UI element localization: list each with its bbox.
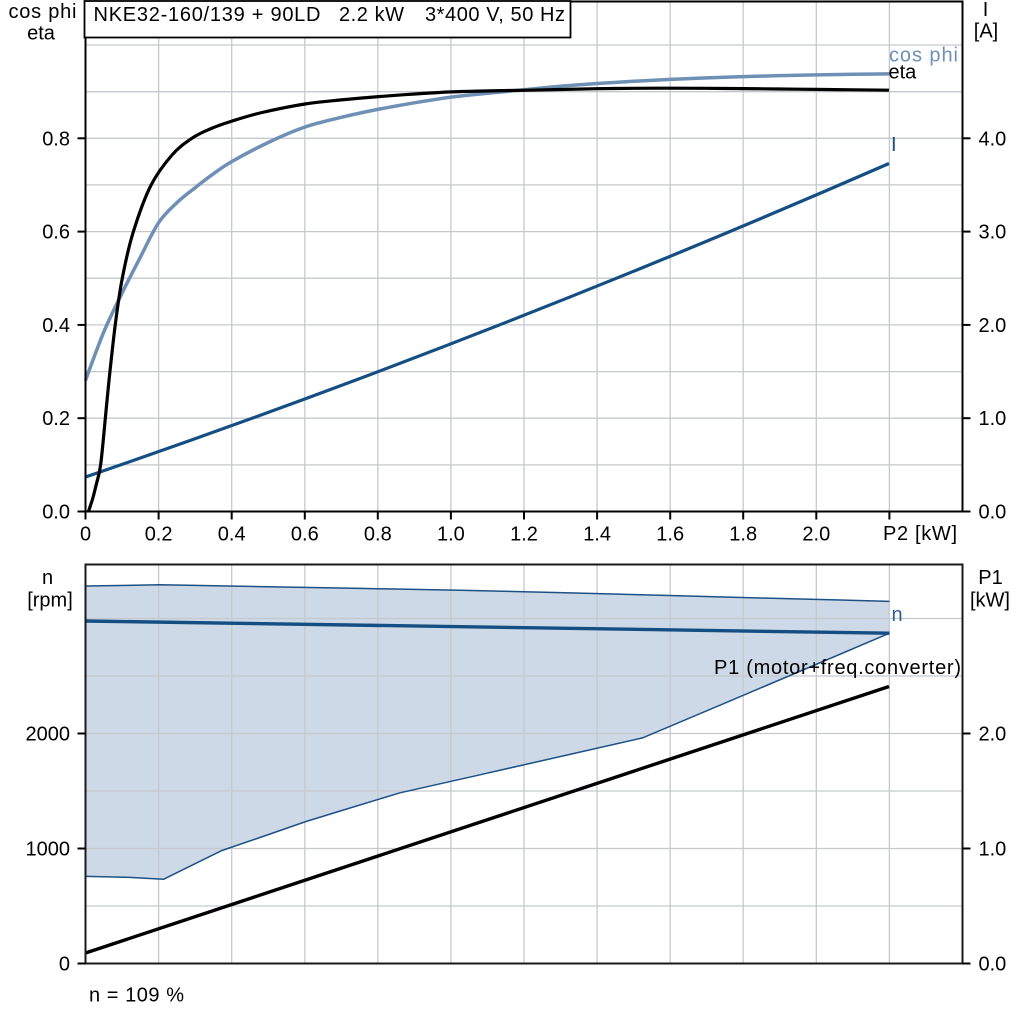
svg-text:0.6: 0.6 — [42, 222, 70, 244]
svg-text:[rpm]: [rpm] — [27, 590, 73, 612]
svg-text:0.6: 0.6 — [291, 524, 319, 546]
svg-text:cos phi: cos phi — [889, 45, 958, 67]
svg-text:1.6: 1.6 — [656, 524, 684, 546]
svg-text:[kW]: [kW] — [970, 590, 1010, 612]
svg-text:n: n — [892, 604, 903, 626]
svg-text:0.8: 0.8 — [364, 524, 392, 546]
svg-text:P2 [kW]: P2 [kW] — [883, 523, 957, 545]
svg-text:2.0: 2.0 — [979, 315, 1007, 337]
svg-text:1.8: 1.8 — [729, 524, 757, 546]
svg-text:1.0: 1.0 — [979, 839, 1007, 861]
svg-text:2.2 kW: 2.2 kW — [339, 4, 404, 26]
svg-text:0.0: 0.0 — [979, 954, 1007, 976]
svg-text:0.2: 0.2 — [42, 408, 70, 430]
svg-text:NKE32-160/139 + 90LD: NKE32-160/139 + 90LD — [94, 4, 321, 26]
svg-text:I: I — [983, 0, 989, 21]
svg-text:0.0: 0.0 — [979, 502, 1007, 524]
svg-text:2000: 2000 — [26, 724, 71, 746]
svg-text:4.0: 4.0 — [979, 128, 1007, 150]
svg-text:n = 109 %: n = 109 % — [89, 985, 184, 1007]
svg-text:1.0: 1.0 — [437, 524, 465, 546]
svg-text:0: 0 — [59, 954, 70, 976]
svg-text:1000: 1000 — [26, 839, 71, 861]
svg-text:n: n — [42, 567, 53, 589]
svg-text:cos phi: cos phi — [9, 1, 77, 23]
svg-text:2.0: 2.0 — [802, 524, 830, 546]
svg-text:1.4: 1.4 — [583, 524, 611, 546]
svg-text:0.2: 0.2 — [145, 524, 173, 546]
svg-text:0: 0 — [80, 524, 91, 546]
svg-text:eta: eta — [889, 62, 918, 84]
svg-text:0.4: 0.4 — [218, 524, 246, 546]
svg-text:[A]: [A] — [974, 21, 998, 43]
svg-text:0.4: 0.4 — [42, 315, 70, 337]
svg-text:P1 (motor+freq.converter): P1 (motor+freq.converter) — [714, 657, 961, 679]
svg-text:1.0: 1.0 — [979, 408, 1007, 430]
svg-text:0.0: 0.0 — [42, 502, 70, 524]
svg-text:eta: eta — [27, 23, 56, 45]
svg-text:3*400 V, 50 Hz: 3*400 V, 50 Hz — [425, 4, 565, 26]
svg-text:I: I — [891, 134, 897, 156]
svg-text:3.0: 3.0 — [979, 222, 1007, 244]
svg-text:0.8: 0.8 — [42, 128, 70, 150]
svg-text:2.0: 2.0 — [979, 724, 1007, 746]
svg-text:P1: P1 — [978, 567, 1002, 589]
svg-text:1.2: 1.2 — [510, 524, 538, 546]
